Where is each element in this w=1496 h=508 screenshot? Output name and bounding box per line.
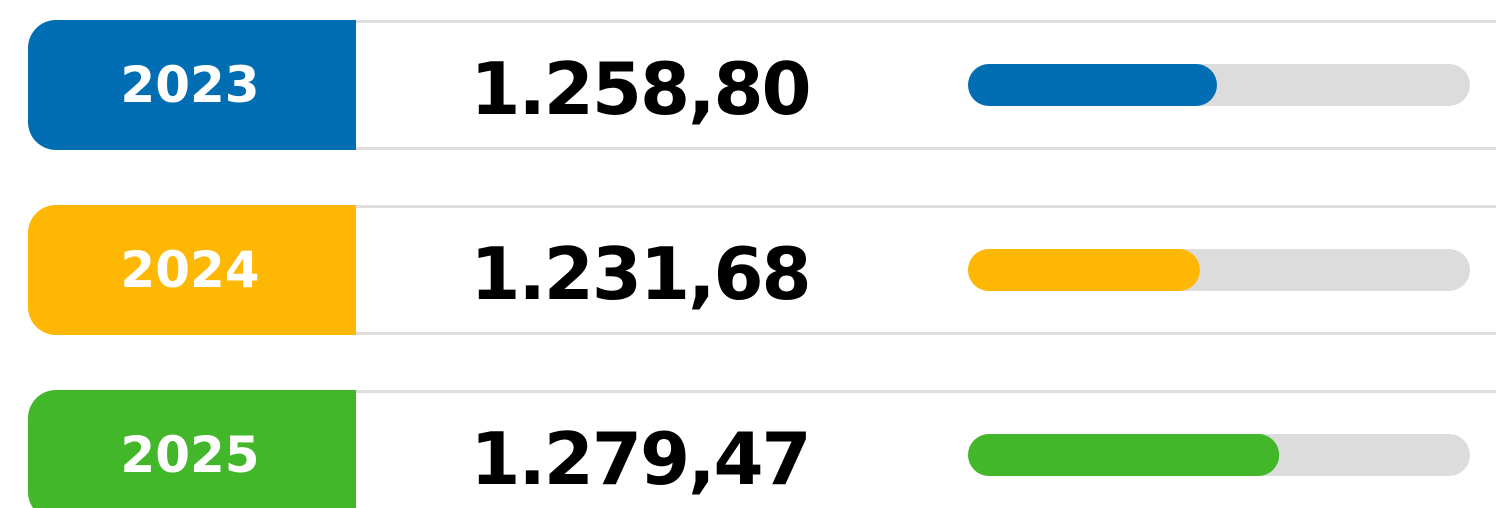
- year-label: 2025: [120, 426, 259, 484]
- progress-bar: [968, 434, 1280, 476]
- year-tab: [28, 390, 356, 508]
- value-label: 1.231,68: [470, 232, 809, 316]
- year-label: 2023: [120, 56, 259, 114]
- year-tab: [28, 20, 356, 150]
- progress-bar: [968, 64, 1217, 106]
- progress-bar: [968, 249, 1200, 291]
- value-label: 1.279,47: [470, 417, 809, 501]
- year-tab: [28, 205, 356, 335]
- value-label: 1.258,80: [470, 47, 809, 131]
- year-label: 2024: [120, 241, 259, 299]
